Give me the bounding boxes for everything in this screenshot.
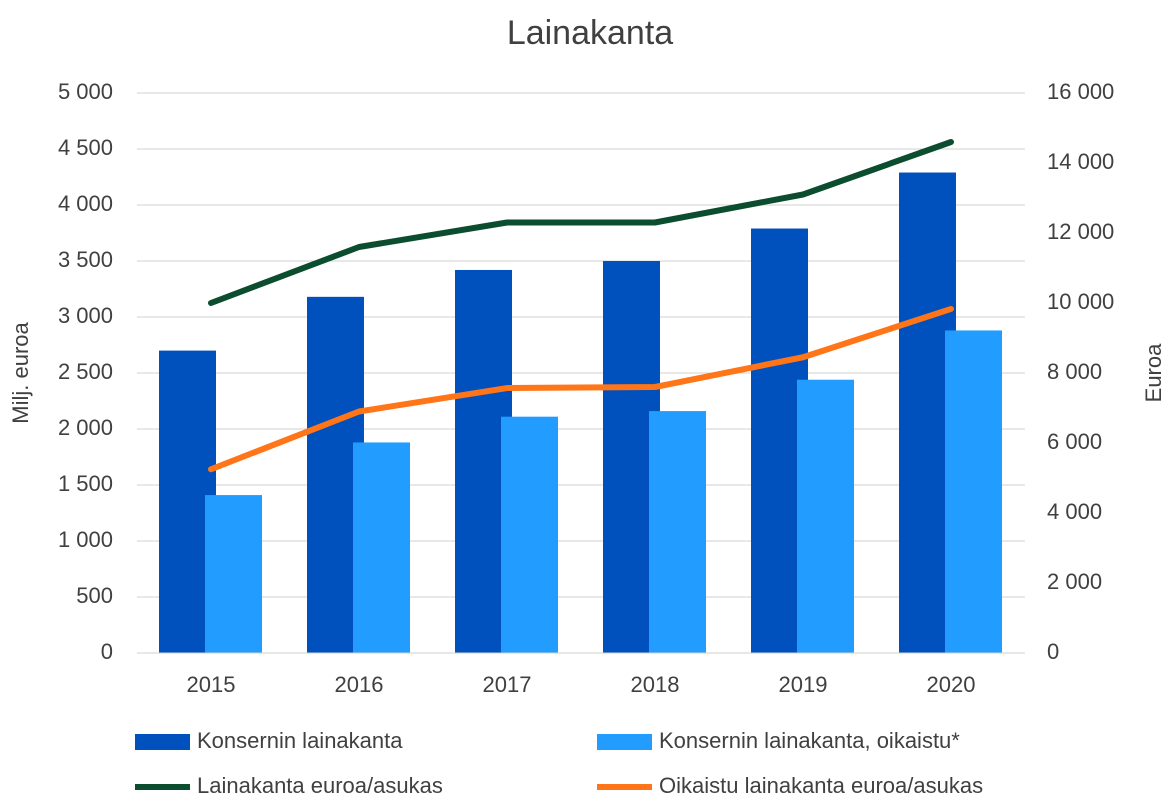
y-axis-title: Milj. euroa (8, 321, 33, 423)
y-tick-label: 1 000 (58, 527, 113, 552)
y2-tick-label: 16 000 (1047, 79, 1114, 104)
legend-label: Konsernin lainakanta (197, 728, 403, 753)
y-tick-label: 3 500 (58, 247, 113, 272)
legend-label: Oikaistu lainakanta euroa/asukas (659, 773, 983, 798)
y-tick-label: 4 000 (58, 191, 113, 216)
y2-tick-label: 10 000 (1047, 289, 1114, 314)
y2-tick-label: 0 (1047, 639, 1059, 664)
y2-tick-label: 12 000 (1047, 219, 1114, 244)
y-tick-label: 4 500 (58, 135, 113, 160)
line (208, 139, 954, 306)
legend-swatch (597, 734, 652, 750)
legend-swatch (135, 734, 190, 750)
legend-label: Lainakanta euroa/asukas (197, 773, 443, 798)
y2-tick-label: 6 000 (1047, 429, 1102, 454)
y-tick-label: 2 500 (58, 359, 113, 384)
y2-tick-label: 14 000 (1047, 149, 1114, 174)
x-tick-label: 2019 (779, 672, 828, 697)
y-tick-label: 0 (101, 639, 113, 664)
legend-label: Konsernin lainakanta, oikaistu* (659, 728, 960, 753)
y2-tick-label: 8 000 (1047, 359, 1102, 384)
x-tick-label: 2020 (927, 672, 976, 697)
x-tick-label: 2017 (483, 672, 532, 697)
y-tick-label: 3 000 (58, 303, 113, 328)
bar (501, 416, 558, 653)
y-tick-label: 5 000 (58, 79, 113, 104)
bar (797, 379, 854, 653)
x-tick-label: 2016 (335, 672, 384, 697)
y2-axis-title: Euroa (1141, 343, 1166, 402)
x-tick-label: 2018 (631, 672, 680, 697)
bar (353, 442, 410, 653)
y-tick-label: 1 500 (58, 471, 113, 496)
y2-tick-label: 4 000 (1047, 499, 1102, 524)
y-tick-label: 2 000 (58, 415, 113, 440)
y-tick-label: 500 (76, 583, 113, 608)
x-tick-label: 2015 (187, 672, 236, 697)
chart-title: Lainakanta (507, 14, 673, 52)
y2-tick-label: 2 000 (1047, 569, 1102, 594)
bar (945, 330, 1002, 653)
bar (649, 411, 706, 653)
bar (205, 495, 262, 653)
line (208, 305, 954, 473)
